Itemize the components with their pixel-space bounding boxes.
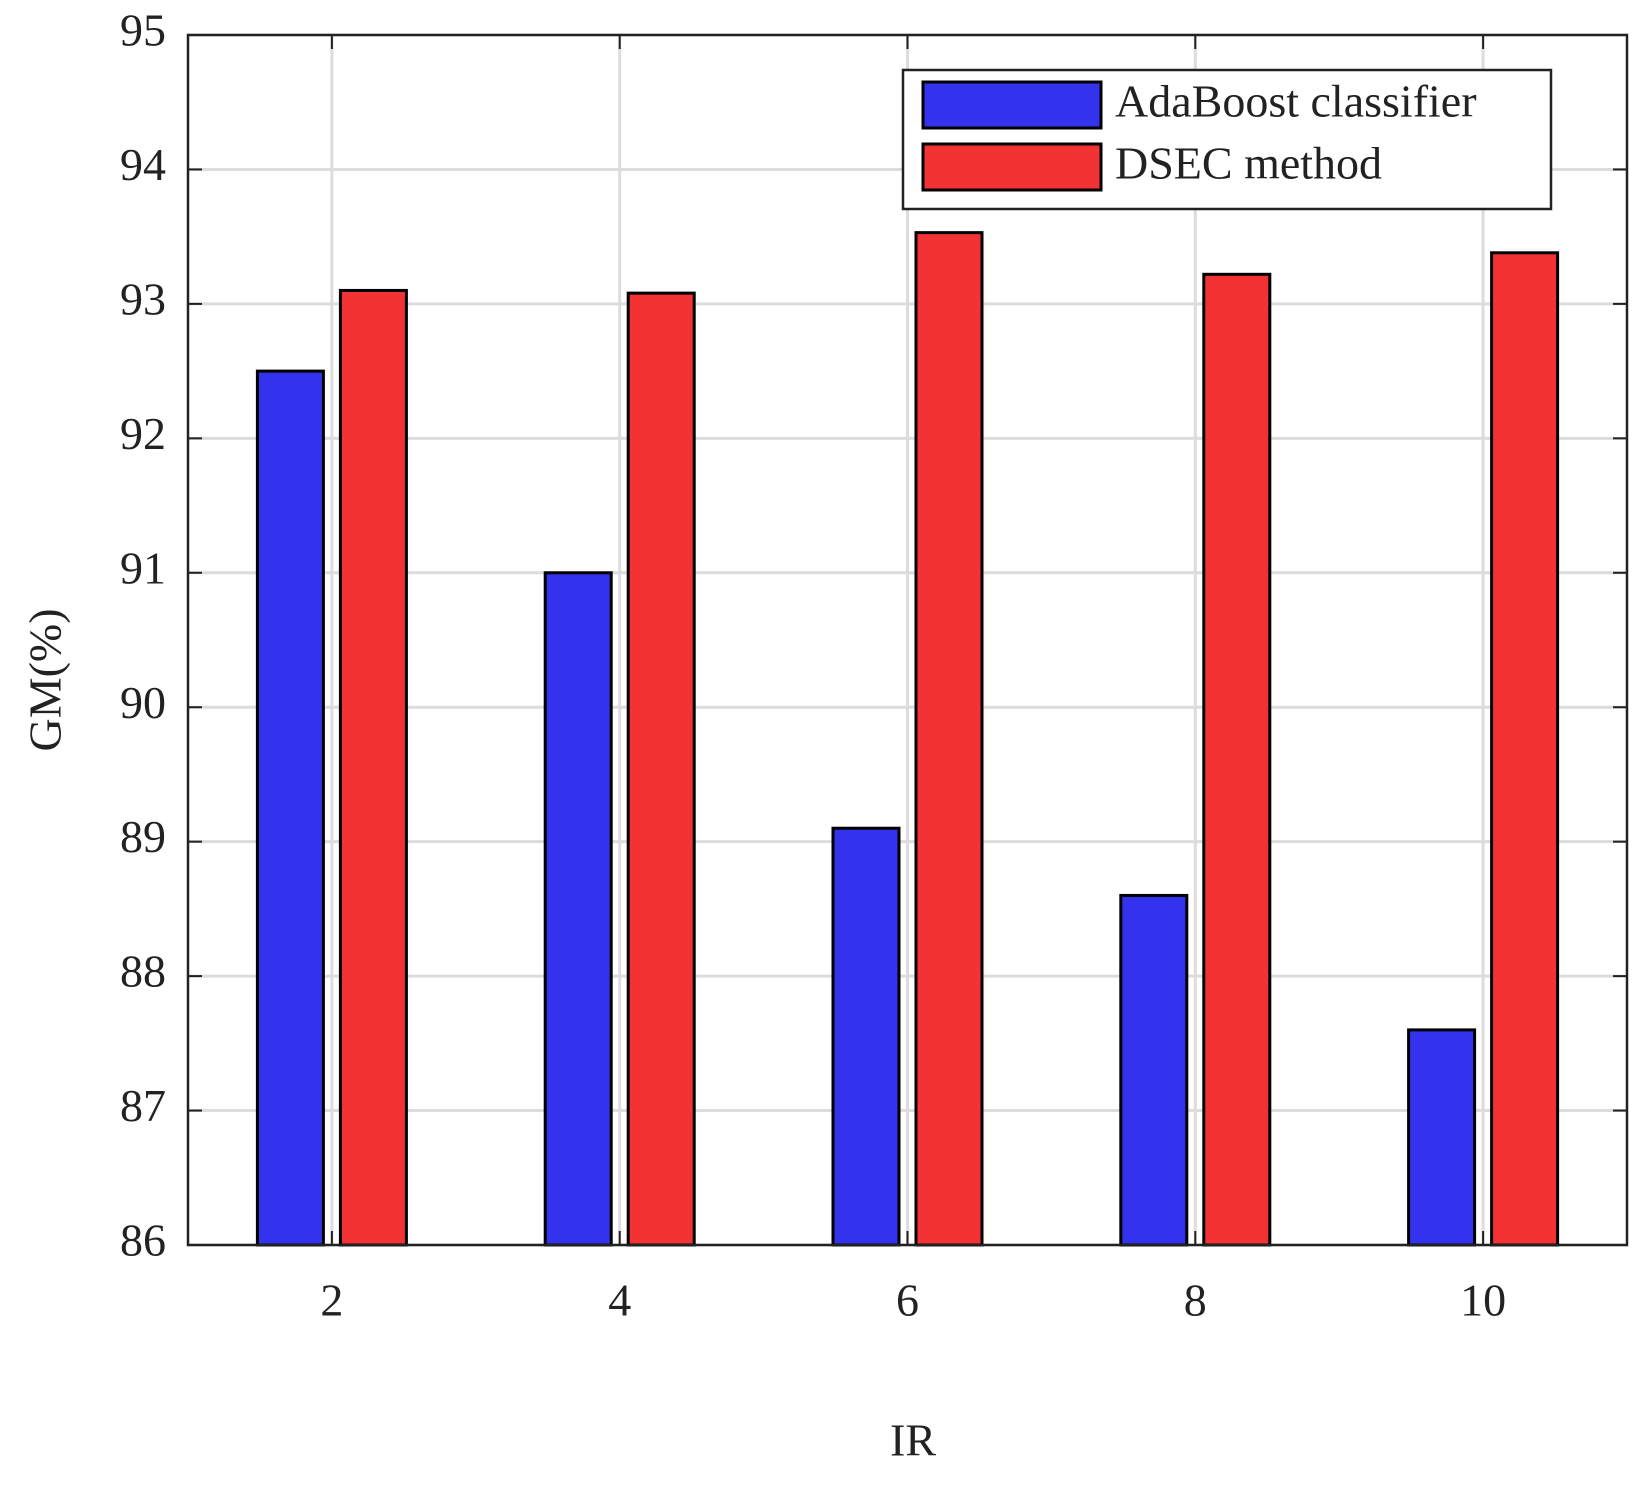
bar: [255, 369, 325, 1247]
y-tick-label: 91: [120, 542, 166, 593]
bar: [543, 571, 613, 1247]
x-axis-label: IR: [890, 1415, 936, 1466]
bar: [831, 826, 901, 1247]
y-tick-label: 94: [120, 139, 166, 190]
bar: [338, 288, 408, 1247]
y-tick-label: 93: [120, 273, 166, 324]
plot-frame: [186, 33, 1629, 1247]
x-tick-label: 4: [608, 1275, 631, 1326]
x-tick-label: 6: [896, 1275, 919, 1326]
x-tick-label: 8: [1184, 1275, 1207, 1326]
y-tick-label: 90: [120, 677, 166, 728]
bar: [914, 231, 984, 1247]
bar: [626, 291, 696, 1247]
y-tick-label: 86: [120, 1215, 166, 1266]
y-tick-label: 88: [120, 946, 166, 997]
y-tick-label: 87: [120, 1080, 166, 1131]
legend-label: DSEC method: [1115, 138, 1382, 189]
bar: [1407, 1028, 1477, 1247]
x-tick-label: 10: [1460, 1275, 1506, 1326]
legend-swatch: [921, 142, 1103, 192]
legend-label: AdaBoost classifier: [1115, 76, 1477, 127]
y-tick-label: 95: [120, 5, 166, 56]
legend-swatch: [921, 80, 1103, 130]
bar: [1202, 272, 1272, 1247]
x-tick-label: 2: [320, 1275, 343, 1326]
bar: [1119, 893, 1189, 1247]
y-axis-label: GM(%): [20, 608, 71, 751]
bar: [1490, 251, 1560, 1247]
y-tick-label: 92: [120, 408, 166, 459]
y-tick-label: 89: [120, 811, 166, 862]
